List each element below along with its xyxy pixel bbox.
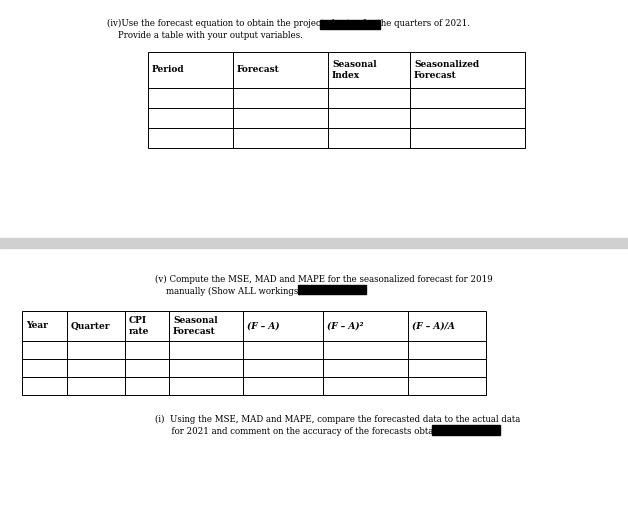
Text: (F – A)/A: (F – A)/A <box>412 322 455 330</box>
Bar <box>148 52 525 148</box>
Text: manually (Show ALL workings).: manually (Show ALL workings). <box>155 287 305 296</box>
Bar <box>320 20 380 29</box>
Text: Forecast: Forecast <box>237 65 279 75</box>
Text: (iv)Use the forecast equation to obtain the projected rates for the quarters of : (iv)Use the forecast equation to obtain … <box>107 19 470 28</box>
Text: Seasonal
Index: Seasonal Index <box>332 61 377 80</box>
Text: Quarter: Quarter <box>71 322 111 330</box>
Text: Seasonalized
Forecast: Seasonalized Forecast <box>414 61 479 80</box>
Text: (F – A): (F – A) <box>247 322 279 330</box>
Text: Year: Year <box>26 322 48 330</box>
Text: Period: Period <box>152 65 185 75</box>
Bar <box>0 238 628 248</box>
Text: Seasonal
Forecast: Seasonal Forecast <box>173 316 218 336</box>
Text: for 2021 and comment on the accuracy of the forecasts obtained.: for 2021 and comment on the accuracy of … <box>155 427 455 436</box>
Bar <box>432 425 500 435</box>
Bar <box>298 285 366 294</box>
Text: (F – A)²: (F – A)² <box>327 322 364 330</box>
Text: (v) Compute the MSE, MAD and MAPE for the seasonalized forecast for 2019: (v) Compute the MSE, MAD and MAPE for th… <box>155 275 493 284</box>
Text: (i)  Using the MSE, MAD and MAPE, compare the forecasted data to the actual data: (i) Using the MSE, MAD and MAPE, compare… <box>155 415 520 424</box>
Bar <box>22 311 486 395</box>
Text: Provide a table with your output variables.: Provide a table with your output variabl… <box>107 31 303 40</box>
Text: CPI
rate: CPI rate <box>129 316 149 336</box>
